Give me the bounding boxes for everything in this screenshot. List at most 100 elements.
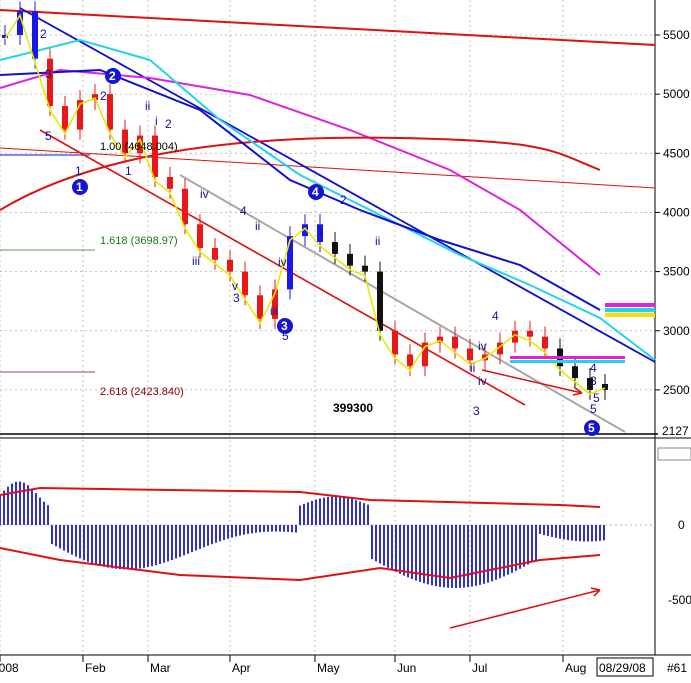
wave-label: ii	[255, 219, 260, 233]
wave-label: 5	[590, 402, 597, 416]
date-tick-label: Aug	[565, 661, 586, 675]
wave-label: 2	[100, 89, 107, 103]
wave-label: i	[155, 114, 158, 128]
moving-average-yellow	[4, 13, 606, 395]
candle-body	[152, 135, 158, 177]
trendline-mid	[0, 147, 656, 189]
wave-label: 3	[233, 291, 240, 305]
wave-label: 2	[40, 27, 47, 41]
candle-body	[242, 271, 248, 296]
wave-circle	[277, 318, 293, 334]
wave-label: iii	[270, 304, 278, 318]
candle-body	[347, 253, 353, 266]
marker-cyan	[605, 308, 655, 312]
wave-label: 5	[282, 329, 289, 343]
candle-body	[542, 336, 548, 349]
corner-badge-label: #61	[667, 661, 687, 675]
wave-label: 2	[165, 117, 172, 131]
marker-magenta	[605, 303, 655, 307]
wave-label: 4	[590, 361, 597, 375]
wave-label: ii	[375, 234, 380, 248]
candle-body	[107, 94, 113, 130]
candle-body	[272, 289, 278, 319]
arrowhead-osc	[590, 587, 601, 597]
candle-body	[482, 354, 488, 361]
candle-body	[227, 259, 233, 272]
date-tick-label: May	[317, 661, 340, 675]
candle-body	[377, 271, 383, 331]
osc-value-badge	[657, 447, 691, 461]
wave-label: ii	[470, 361, 475, 375]
arrowhead-price	[572, 386, 583, 396]
osc-lower-band	[0, 547, 601, 582]
candle-body	[467, 348, 473, 361]
candle-body	[317, 224, 323, 243]
chart-big-label: 399300	[333, 401, 373, 415]
candle-body	[62, 105, 68, 130]
price-tick-label: 4000	[663, 205, 690, 219]
candle-body	[437, 336, 443, 343]
price-tick-label: 4500	[663, 146, 690, 160]
marker-yellow	[605, 313, 655, 317]
price-tick-label: 3500	[663, 265, 690, 279]
wave-label: v	[232, 279, 238, 293]
wave-label: 3	[45, 67, 52, 81]
trendline-blue	[19, 7, 656, 363]
candle-body	[197, 224, 203, 248]
wave-label: 3	[590, 374, 597, 388]
wave-circle-label: 2	[109, 69, 116, 83]
candle-body	[182, 188, 188, 225]
price-tick-label: 3000	[663, 324, 690, 338]
wave-label: iii	[192, 254, 200, 268]
wave-label: 2	[340, 193, 347, 207]
wave-circle	[584, 420, 600, 436]
wave-label: 4	[492, 309, 499, 323]
price-tick-label: 5000	[663, 87, 690, 101]
wave-label: iv	[478, 374, 487, 388]
wave-label: 1	[75, 164, 82, 178]
channel-line-gray	[179, 174, 626, 433]
candle-body	[512, 330, 518, 343]
date-tick-label: 2008	[0, 661, 19, 675]
candle-body	[527, 330, 533, 337]
wave-label: 1	[125, 164, 132, 178]
wave-label: iv	[478, 339, 487, 353]
wave-circle	[308, 184, 324, 200]
candle-body	[452, 336, 458, 349]
wave-circle-label: 3	[281, 319, 288, 333]
candle-body	[422, 342, 428, 367]
osc-tick-label: 0	[678, 518, 685, 532]
wave-label: i	[320, 226, 323, 240]
wave-label: 5	[593, 391, 600, 405]
moving-average-red	[0, 136, 601, 211]
candle-body	[497, 342, 503, 355]
candle-body	[17, 11, 23, 35]
moving-average-cyan	[0, 38, 656, 361]
osc-upper-band	[0, 486, 601, 508]
wave-label: 5	[45, 129, 52, 143]
divergence-arrow-price	[481, 369, 583, 394]
wave-circle-label: 4	[312, 185, 319, 199]
wave-label: ii	[145, 99, 150, 113]
candle-body	[47, 58, 53, 106]
partial-label-bg	[658, 425, 691, 435]
fib-level-label: 1.618 (3698.97)	[100, 235, 178, 247]
date-tick-label: Jun	[397, 661, 416, 675]
wave-label: 3	[473, 404, 480, 418]
candle-body	[587, 378, 593, 390]
fib-level-label: 1.00 (4648.004)	[100, 141, 178, 153]
candle-body	[407, 354, 413, 367]
candle-body	[602, 383, 608, 390]
price-partial-label: 2127	[662, 424, 689, 438]
candle-body	[32, 11, 38, 59]
wave-circle	[72, 179, 88, 195]
wave-label: iv	[200, 187, 209, 201]
candle-body	[2, 35, 8, 38]
candle-body	[302, 224, 308, 237]
date-tick-label: Feb	[85, 661, 106, 675]
date-tick-label: Jul	[472, 661, 487, 675]
date-tick-label: Mar	[150, 661, 171, 675]
